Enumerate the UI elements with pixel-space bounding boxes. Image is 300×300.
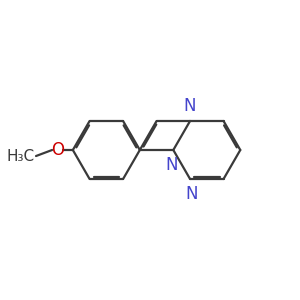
Text: N: N <box>184 97 196 115</box>
Text: H₃C: H₃C <box>7 148 35 164</box>
Text: N: N <box>185 185 198 203</box>
Text: O: O <box>51 141 64 159</box>
Text: N: N <box>165 156 178 174</box>
